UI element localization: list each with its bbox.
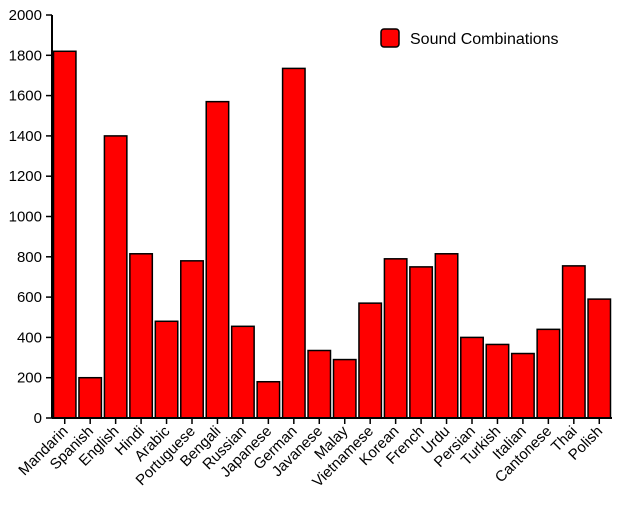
bar-cantonese	[536, 328, 561, 419]
bar-polish	[587, 298, 612, 419]
bar-italian	[510, 352, 535, 419]
bar-english	[103, 135, 128, 419]
legend: Sound Combinations	[380, 28, 559, 48]
bar-bengali	[205, 100, 230, 419]
x-axis: MandarinSpanishEnglishHindiArabicPortugu…	[15, 417, 612, 491]
bar-french	[409, 266, 434, 419]
bar-russian	[230, 325, 255, 419]
y-tick-label: 600	[17, 289, 42, 306]
bars-group	[52, 50, 612, 419]
y-tick-label: 0	[34, 410, 42, 427]
bar-japanese	[256, 380, 281, 419]
legend-swatch	[380, 28, 400, 48]
bar-hindi	[129, 253, 154, 419]
bar-turkish	[485, 343, 510, 419]
bar-portuguese	[180, 260, 204, 419]
y-axis: 0 200 400 600 800 1000 1200 1400 1600 1800 2000	[9, 7, 53, 427]
y-tick-label: 2000	[9, 7, 42, 24]
bar-spanish	[78, 376, 103, 419]
bar-german	[281, 67, 306, 419]
bar-mandarin	[52, 50, 77, 419]
y-tick-label: 800	[17, 249, 42, 266]
y-tick-label: 400	[17, 329, 42, 346]
bar-thai	[561, 265, 586, 419]
bar-arabic	[154, 320, 179, 419]
y-tick-label: 1000	[9, 209, 42, 226]
y-tick-label: 1800	[9, 47, 42, 64]
y-tick-label: 200	[17, 370, 42, 387]
bar-persian	[460, 336, 484, 419]
y-tick-label: 1200	[9, 168, 42, 185]
legend-label: Sound Combinations	[410, 31, 559, 48]
bar-urdu	[434, 253, 459, 419]
y-tick-label: 1400	[9, 128, 42, 145]
bar-vietnamese	[358, 302, 383, 419]
y-tick-label: 1600	[9, 88, 42, 105]
bar-korean	[383, 258, 408, 419]
bar-malay	[332, 358, 357, 419]
bar-javanese	[307, 349, 332, 419]
